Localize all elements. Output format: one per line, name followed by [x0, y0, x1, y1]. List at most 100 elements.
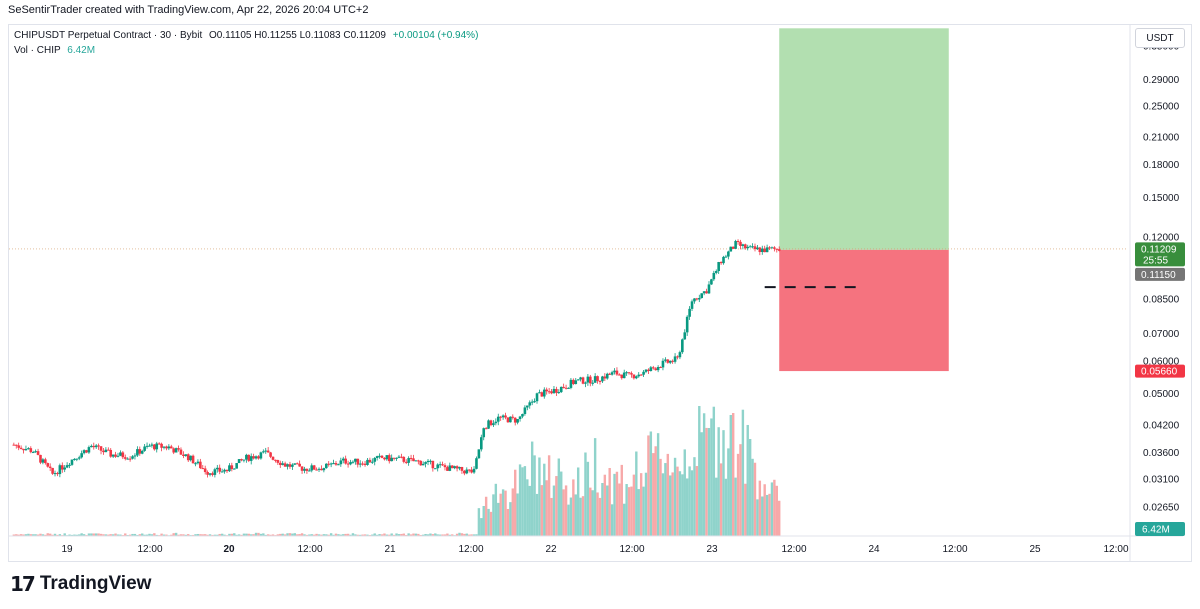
stop-price-label-bg — [1135, 364, 1185, 378]
volume-bar — [429, 533, 432, 536]
volume-bar — [623, 503, 626, 536]
volume-legend[interactable]: Vol · CHIP 6.42M — [14, 45, 95, 56]
long-position-stop-zone — [779, 249, 949, 372]
candle-body — [741, 244, 745, 246]
candle-body — [448, 465, 452, 471]
volume-label[interactable]: Vol · CHIP — [14, 45, 61, 56]
stop-price-label: 0.05660 — [1141, 367, 1178, 378]
volume-bar — [242, 533, 246, 536]
volume-bar — [276, 534, 280, 536]
candle-body — [492, 423, 495, 426]
volume-bar — [162, 534, 166, 536]
candle-body — [77, 457, 81, 459]
candle-body — [567, 387, 570, 389]
candle-body — [237, 459, 241, 464]
symbol-title[interactable]: CHIPUSDT Perpetual Contract · 30 · Bybit — [14, 30, 203, 41]
candle-body — [126, 458, 129, 460]
time-axis-tick: 12:00 — [1103, 544, 1128, 555]
volume-bar — [385, 534, 389, 536]
volume-bar — [363, 534, 367, 536]
candle-body — [131, 456, 134, 459]
candle-body — [717, 262, 720, 272]
volume-bar — [34, 534, 37, 536]
candle-body — [664, 359, 667, 361]
volume-bar — [82, 534, 86, 536]
candle-body — [206, 472, 209, 475]
volume-bar — [182, 534, 185, 536]
volume-bar — [407, 533, 410, 536]
candle-body — [424, 462, 427, 464]
volume-bar — [92, 533, 95, 536]
volume-bar — [107, 534, 110, 536]
volume-bar — [303, 534, 306, 536]
candle-body — [569, 379, 573, 388]
volume-bar — [736, 453, 740, 536]
currency-button[interactable]: USDT — [1135, 28, 1185, 48]
volume-bar — [564, 485, 568, 536]
ohlc-values: O0.11105 H0.11255 L0.11083 C0.11209 — [209, 30, 386, 41]
symbol-legend[interactable]: CHIPUSDT Perpetual Contract · 30 · Bybit… — [14, 30, 478, 41]
volume-bar — [603, 474, 607, 536]
volume-bar — [199, 534, 202, 536]
volume-bar — [763, 484, 766, 536]
candle-body — [458, 466, 461, 469]
volume-bar — [51, 534, 54, 536]
volume-bar — [748, 438, 752, 536]
volume-bar — [334, 533, 338, 536]
candle-body — [402, 456, 406, 462]
candle-body — [337, 464, 340, 466]
candle-body — [487, 420, 490, 429]
volume-bar — [223, 534, 226, 536]
candle-body — [199, 461, 202, 469]
candle-body — [31, 452, 35, 454]
candle-body — [194, 463, 197, 465]
volume-bar — [654, 446, 657, 536]
volume-bar — [557, 458, 561, 536]
candle-body — [36, 451, 40, 455]
volume-bar — [492, 494, 495, 536]
volume-bar — [339, 534, 343, 536]
volume-bar — [109, 534, 112, 536]
candle-body — [683, 332, 687, 340]
volume-bar — [196, 533, 200, 536]
candle-body — [53, 473, 57, 475]
volume-bar — [758, 480, 762, 536]
volume-bar — [770, 482, 774, 536]
candle-body — [763, 248, 766, 253]
volume-bar — [111, 534, 115, 536]
candle-body — [620, 374, 624, 379]
candle-body — [419, 460, 423, 466]
candle-body — [174, 448, 178, 453]
volume-bar — [87, 533, 91, 536]
candle-body — [593, 376, 597, 383]
volume-bar — [237, 534, 241, 536]
candle-body — [230, 465, 234, 470]
volume-bar — [203, 534, 207, 536]
tradingview-logo: 17 TradingView — [10, 572, 151, 596]
volume-bar — [228, 533, 231, 536]
candle-body — [58, 465, 62, 475]
candle-body — [412, 458, 415, 462]
candle-body — [472, 468, 476, 473]
candle-body — [639, 374, 643, 376]
candle-body — [545, 389, 549, 392]
volume-bar — [438, 534, 442, 536]
volume-bar — [487, 508, 490, 536]
candle-body — [196, 461, 200, 464]
volume-bar — [756, 499, 759, 536]
candle-body — [760, 248, 764, 253]
volume-bar — [683, 449, 686, 536]
volume-bar — [41, 534, 45, 536]
volume-bar — [765, 494, 769, 536]
volume-bar — [78, 534, 81, 536]
candle-body — [528, 402, 532, 406]
entry-price-label-bg — [1135, 267, 1185, 281]
candle-body — [731, 246, 735, 249]
volume-bar — [143, 534, 146, 536]
volume-bar — [509, 502, 512, 536]
volume-bar — [773, 479, 776, 536]
candle-body — [719, 262, 723, 264]
volume-bar — [371, 534, 374, 536]
volume-bar — [354, 534, 357, 536]
